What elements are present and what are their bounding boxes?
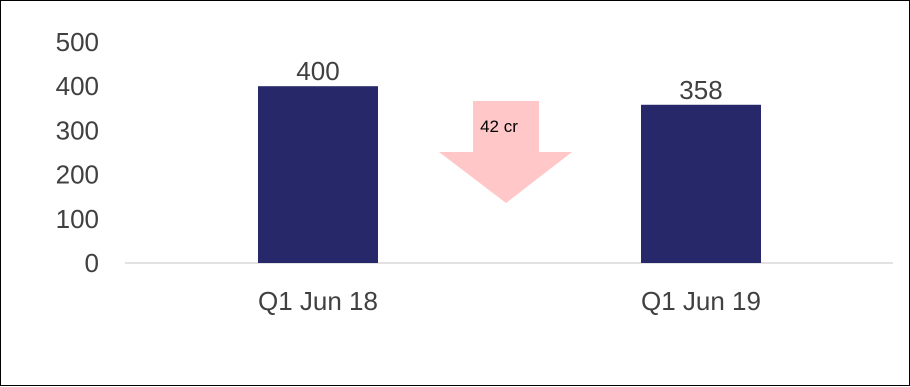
bar-value-label: 358 — [679, 75, 722, 105]
y-tick-label: 0 — [85, 248, 99, 278]
bar — [258, 86, 378, 263]
data-labels: 400 358 — [296, 56, 722, 105]
category-label: Q1 Jun 18 — [258, 286, 378, 316]
y-tick-label: 500 — [56, 27, 99, 57]
y-tick-label: 400 — [56, 71, 99, 101]
y-tick-label: 300 — [56, 115, 99, 145]
category-label: Q1 Jun 19 — [641, 286, 761, 316]
bar-value-label: 400 — [296, 56, 339, 86]
bars — [258, 86, 761, 263]
down-arrow-icon — [439, 101, 572, 203]
arrow-label: 42 cr — [480, 117, 518, 136]
y-tick-label: 200 — [56, 160, 99, 190]
bar — [641, 104, 761, 263]
change-annotation: 42 cr — [439, 101, 572, 203]
category-labels: Q1 Jun 18 Q1 Jun 19 — [258, 286, 761, 316]
y-tick-label: 100 — [56, 204, 99, 234]
y-axis-ticks: 0 100 200 300 400 500 — [56, 27, 99, 278]
